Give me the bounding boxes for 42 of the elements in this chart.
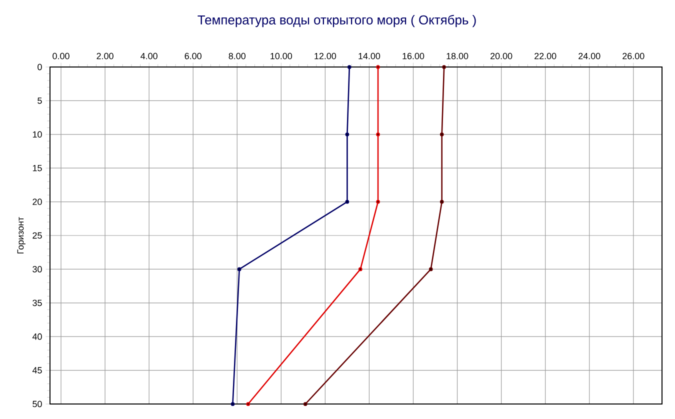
point xyxy=(347,65,352,69)
x-tick-label: 2.00 xyxy=(96,52,114,60)
x-tick-label: 22.00 xyxy=(534,52,556,60)
y-tick-label: 0 xyxy=(38,64,42,70)
x-tick-label: 12.00 xyxy=(314,52,336,60)
y-tick-label: 10 xyxy=(32,131,42,138)
y-tick-label: 50 xyxy=(32,400,42,408)
x-tick-label: 26.00 xyxy=(622,52,644,60)
y-tick-label: 35 xyxy=(32,300,42,306)
point xyxy=(440,200,444,204)
y-tick-label: 30 xyxy=(32,266,42,272)
point xyxy=(376,200,380,204)
y-tick-label: 40 xyxy=(32,333,42,340)
point xyxy=(428,267,433,272)
point xyxy=(440,132,444,136)
y-tick-label: 5 xyxy=(38,98,42,104)
x-tick-label: 4.00 xyxy=(140,52,158,60)
point xyxy=(237,267,242,272)
chart-title: Температура воды открытого моря ( Октябрь ) xyxy=(198,14,476,28)
point xyxy=(230,402,235,406)
y-axis-title: Горизонт xyxy=(17,217,26,254)
point xyxy=(376,132,380,136)
point xyxy=(303,402,308,406)
point xyxy=(246,402,250,406)
point xyxy=(358,267,362,272)
x-tick-label: 14.00 xyxy=(358,52,380,60)
y-tick-label: 25 xyxy=(32,232,42,239)
x-tick-label: 0.00 xyxy=(52,52,70,60)
y-tick-label: 15 xyxy=(32,164,42,172)
x-tick-label: 20.00 xyxy=(490,52,512,60)
x-tick-label: 16.00 xyxy=(402,52,424,60)
x-tick-label: 24.00 xyxy=(578,52,600,60)
point xyxy=(345,200,350,204)
y-tick-label: 45 xyxy=(32,367,42,374)
point xyxy=(345,132,350,136)
x-tick-label: 18.00 xyxy=(446,52,468,60)
y-tick-label: 20 xyxy=(32,198,42,205)
point xyxy=(442,65,446,69)
x-tick-label: 8.00 xyxy=(228,52,246,60)
x-tick-label: 10.00 xyxy=(270,52,292,60)
x-tick-label: 6.00 xyxy=(184,52,202,60)
point xyxy=(376,65,380,69)
